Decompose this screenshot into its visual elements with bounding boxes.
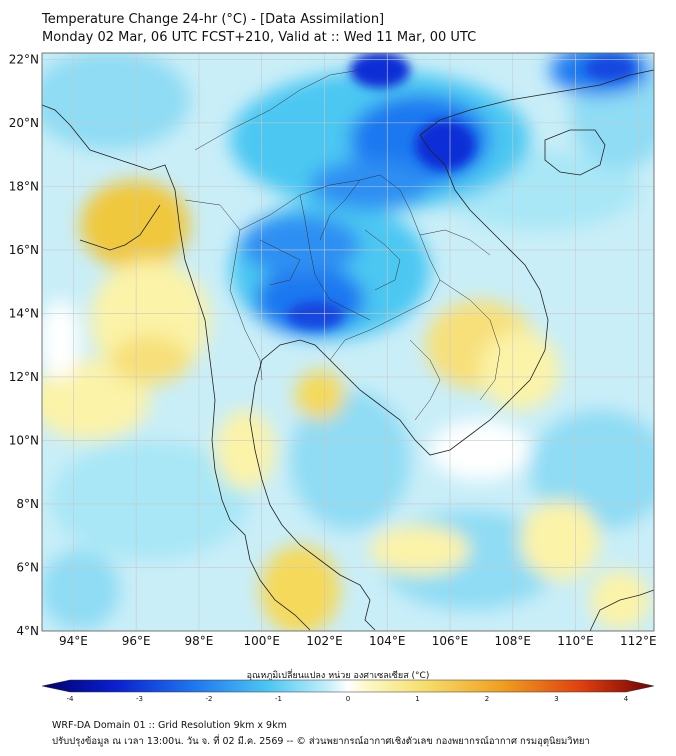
temperature-field [42, 53, 654, 631]
chart-title: Temperature Change 24-hr (°C) - [Data As… [42, 12, 385, 27]
latitude-tick-label: 14°N [9, 306, 39, 320]
graticule [42, 53, 654, 631]
temperature-change-map: 22°N 20°N 18°N 16°N 14°N 12°N 10°N 8°N 6°N 4°N 94… [9, 52, 657, 648]
longitude-tick-label: 98°E [184, 634, 213, 648]
footer-line1: WRF-DA Domain 01 :: Grid Resolution 9km … [52, 720, 287, 731]
latitude-tick-label: 10°N [9, 433, 39, 447]
chart-subtitle: Monday 02 Mar, 06 UTC FCST+210, Valid at… [42, 30, 477, 45]
longitude-tick-label: 106°E [432, 634, 469, 648]
footer-line2: ปรับปรุงข้อมูล ณ เวลา 13:00น. วัน จ. ที่… [52, 736, 590, 747]
latitude-tick-label: 22°N [9, 52, 39, 66]
latitude-tick-label: 8°N [16, 497, 39, 511]
latitude-tick-label: 20°N [9, 116, 39, 130]
colorbar-label: อุณหภูมิเปลี่ยนแปลง หน่วย องศาเซลเซียส (… [246, 671, 430, 681]
map-frame [41, 52, 655, 632]
longitude-tick-label: 100°E [243, 634, 280, 648]
longitude-labels: 94°E 96°E 98°E 100°E 102°E 104°E 106°E 108°E 110… [59, 634, 657, 648]
political-borders [184, 69, 501, 421]
longitude-tick-label: 102°E [306, 634, 343, 648]
latitude-tick-label: 6°N [16, 560, 39, 574]
longitude-tick-label: 104°E [369, 634, 406, 648]
longitude-tick-label: 112°E [620, 634, 657, 648]
coastlines [42, 69, 654, 631]
longitude-tick-label: 110°E [557, 634, 594, 648]
latitude-tick-label: 4°N [16, 624, 39, 638]
longitude-tick-label: 94°E [59, 634, 88, 648]
longitude-tick-label: 96°E [122, 634, 151, 648]
longitude-tick-label: 108°E [495, 634, 532, 648]
latitude-tick-label: 12°N [9, 370, 39, 384]
latitude-tick-label: 16°N [9, 243, 39, 257]
latitude-labels: 22°N 20°N 18°N 16°N 14°N 12°N 10°N 8°N 6°N 4°N [9, 52, 39, 638]
latitude-tick-label: 18°N [9, 179, 39, 193]
